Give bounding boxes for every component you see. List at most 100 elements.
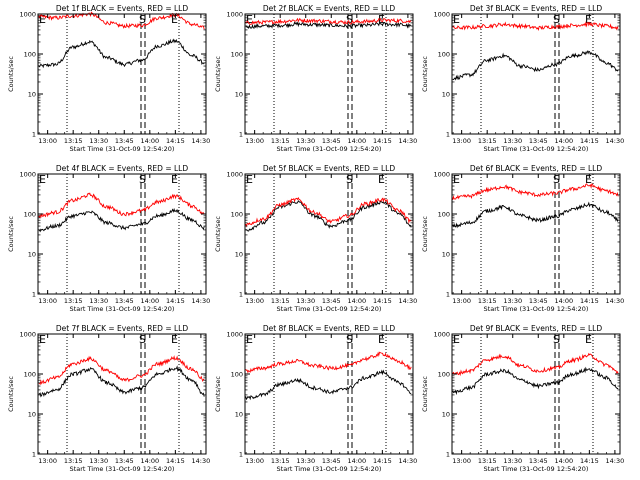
x-tick-label: 13:15	[64, 137, 83, 145]
e-marker-label: E	[378, 333, 385, 346]
y-tick-label: 100	[24, 371, 36, 379]
plot-frame	[244, 173, 414, 295]
x-tick-label: 14:15	[166, 297, 185, 305]
y-tick-label: 100	[231, 371, 243, 379]
x-tick-label: 13:00	[245, 297, 264, 305]
lld-series-line	[245, 17, 412, 25]
plot-frame	[244, 13, 414, 135]
x-tick-label: 14:15	[166, 137, 185, 145]
x-tick-label: 13:30	[89, 457, 108, 465]
y-tick-label: 1000	[226, 11, 243, 19]
x-tick-label: 13:45	[529, 137, 548, 145]
x-tick-label: 14:30	[399, 297, 418, 305]
x-tick-label: 13:15	[64, 457, 83, 465]
x-tick-label: 13:30	[89, 137, 108, 145]
y-tick-label: 1	[446, 291, 450, 299]
x-tick-label: 14:15	[373, 457, 392, 465]
y-tick-label: 1	[32, 131, 36, 139]
y-axis-label: Counts/sec	[214, 216, 222, 252]
y-tick-label: 10	[442, 91, 450, 99]
lld-series-line	[245, 351, 412, 374]
y-tick-label: 1000	[19, 11, 36, 19]
y-tick-label: 1	[446, 451, 450, 459]
e-marker-label: E	[585, 13, 592, 26]
x-axis-label: Start Time (31-Oct-09 12:54:20)	[277, 465, 382, 473]
y-tick-label: 10	[28, 251, 36, 259]
x-tick-label: 13:00	[245, 137, 264, 145]
y-tick-label: 1	[239, 291, 243, 299]
x-tick-label: 13:15	[271, 137, 290, 145]
x-tick-label: 13:15	[271, 297, 290, 305]
x-tick-label: 14:30	[399, 137, 418, 145]
events-series-line	[38, 38, 205, 69]
y-axis-label: Counts/sec	[421, 376, 429, 412]
e-marker-label: E	[453, 333, 460, 346]
y-tick-label: 10	[442, 251, 450, 259]
x-tick-label: 13:45	[115, 297, 134, 305]
e-marker-label: E	[39, 173, 46, 186]
x-axis-label: Start Time (31-Oct-09 12:54:20)	[484, 145, 589, 153]
e-marker-label: E	[171, 13, 178, 26]
y-tick-label: 100	[24, 211, 36, 219]
y-tick-label: 1000	[19, 331, 36, 339]
y-tick-label: 1000	[433, 11, 450, 19]
s-marker-label: S	[553, 333, 560, 346]
x-axis-label: Start Time (31-Oct-09 12:54:20)	[70, 305, 175, 313]
y-tick-label: 1000	[226, 171, 243, 179]
x-tick-label: 14:00	[140, 137, 159, 145]
plot-frame	[37, 13, 207, 135]
y-axis-label: Counts/sec	[421, 216, 429, 252]
lld-series-line	[38, 355, 205, 386]
e-marker-label: E	[453, 173, 460, 186]
e-marker-label: E	[171, 333, 178, 346]
x-tick-label: 13:00	[38, 457, 57, 465]
y-axis-label: Counts/sec	[7, 376, 15, 412]
y-tick-label: 1000	[433, 331, 450, 339]
x-tick-label: 14:30	[606, 457, 625, 465]
x-tick-label: 14:15	[580, 137, 599, 145]
y-tick-label: 1000	[226, 331, 243, 339]
x-tick-label: 14:00	[554, 297, 573, 305]
lld-series-line	[452, 352, 619, 377]
x-tick-label: 13:30	[503, 457, 522, 465]
events-series-line	[452, 50, 619, 81]
panel-title: Det 7f BLACK = Events, RED = LLD	[56, 324, 189, 333]
y-tick-label: 1000	[433, 171, 450, 179]
x-tick-label: 13:15	[478, 457, 497, 465]
s-marker-label: S	[346, 173, 353, 186]
x-tick-label: 13:30	[296, 457, 315, 465]
x-axis-label: Start Time (31-Oct-09 12:54:20)	[484, 465, 589, 473]
s-marker-label: S	[553, 13, 560, 26]
panel-title: Det 4f BLACK = Events, RED = LLD	[56, 164, 189, 173]
e-marker-label: E	[39, 13, 46, 26]
x-tick-label: 14:00	[347, 137, 366, 145]
x-tick-label: 13:15	[271, 457, 290, 465]
y-axis-label: Counts/sec	[214, 376, 222, 412]
e-marker-label: E	[39, 333, 46, 346]
e-marker-label: E	[585, 333, 592, 346]
s-marker-label: S	[139, 333, 146, 346]
e-marker-label: E	[378, 13, 385, 26]
y-tick-label: 1	[446, 131, 450, 139]
x-tick-label: 13:45	[115, 457, 134, 465]
y-tick-label: 1	[32, 451, 36, 459]
lld-series-line	[245, 196, 412, 228]
panel-title: Det 8f BLACK = Events, RED = LLD	[263, 324, 396, 333]
plot-frame	[37, 333, 207, 455]
events-series-line	[245, 200, 412, 232]
panel-title: Det 1f BLACK = Events, RED = LLD	[56, 4, 189, 13]
x-tick-label: 14:00	[140, 297, 159, 305]
e-marker-label: E	[246, 333, 253, 346]
y-axis-label: Counts/sec	[7, 56, 15, 92]
x-axis-label: Start Time (31-Oct-09 12:54:20)	[70, 145, 175, 153]
x-tick-label: 13:30	[296, 137, 315, 145]
x-tick-label: 14:00	[347, 457, 366, 465]
y-tick-label: 10	[442, 411, 450, 419]
x-tick-label: 14:30	[192, 457, 211, 465]
x-tick-label: 13:00	[452, 297, 471, 305]
